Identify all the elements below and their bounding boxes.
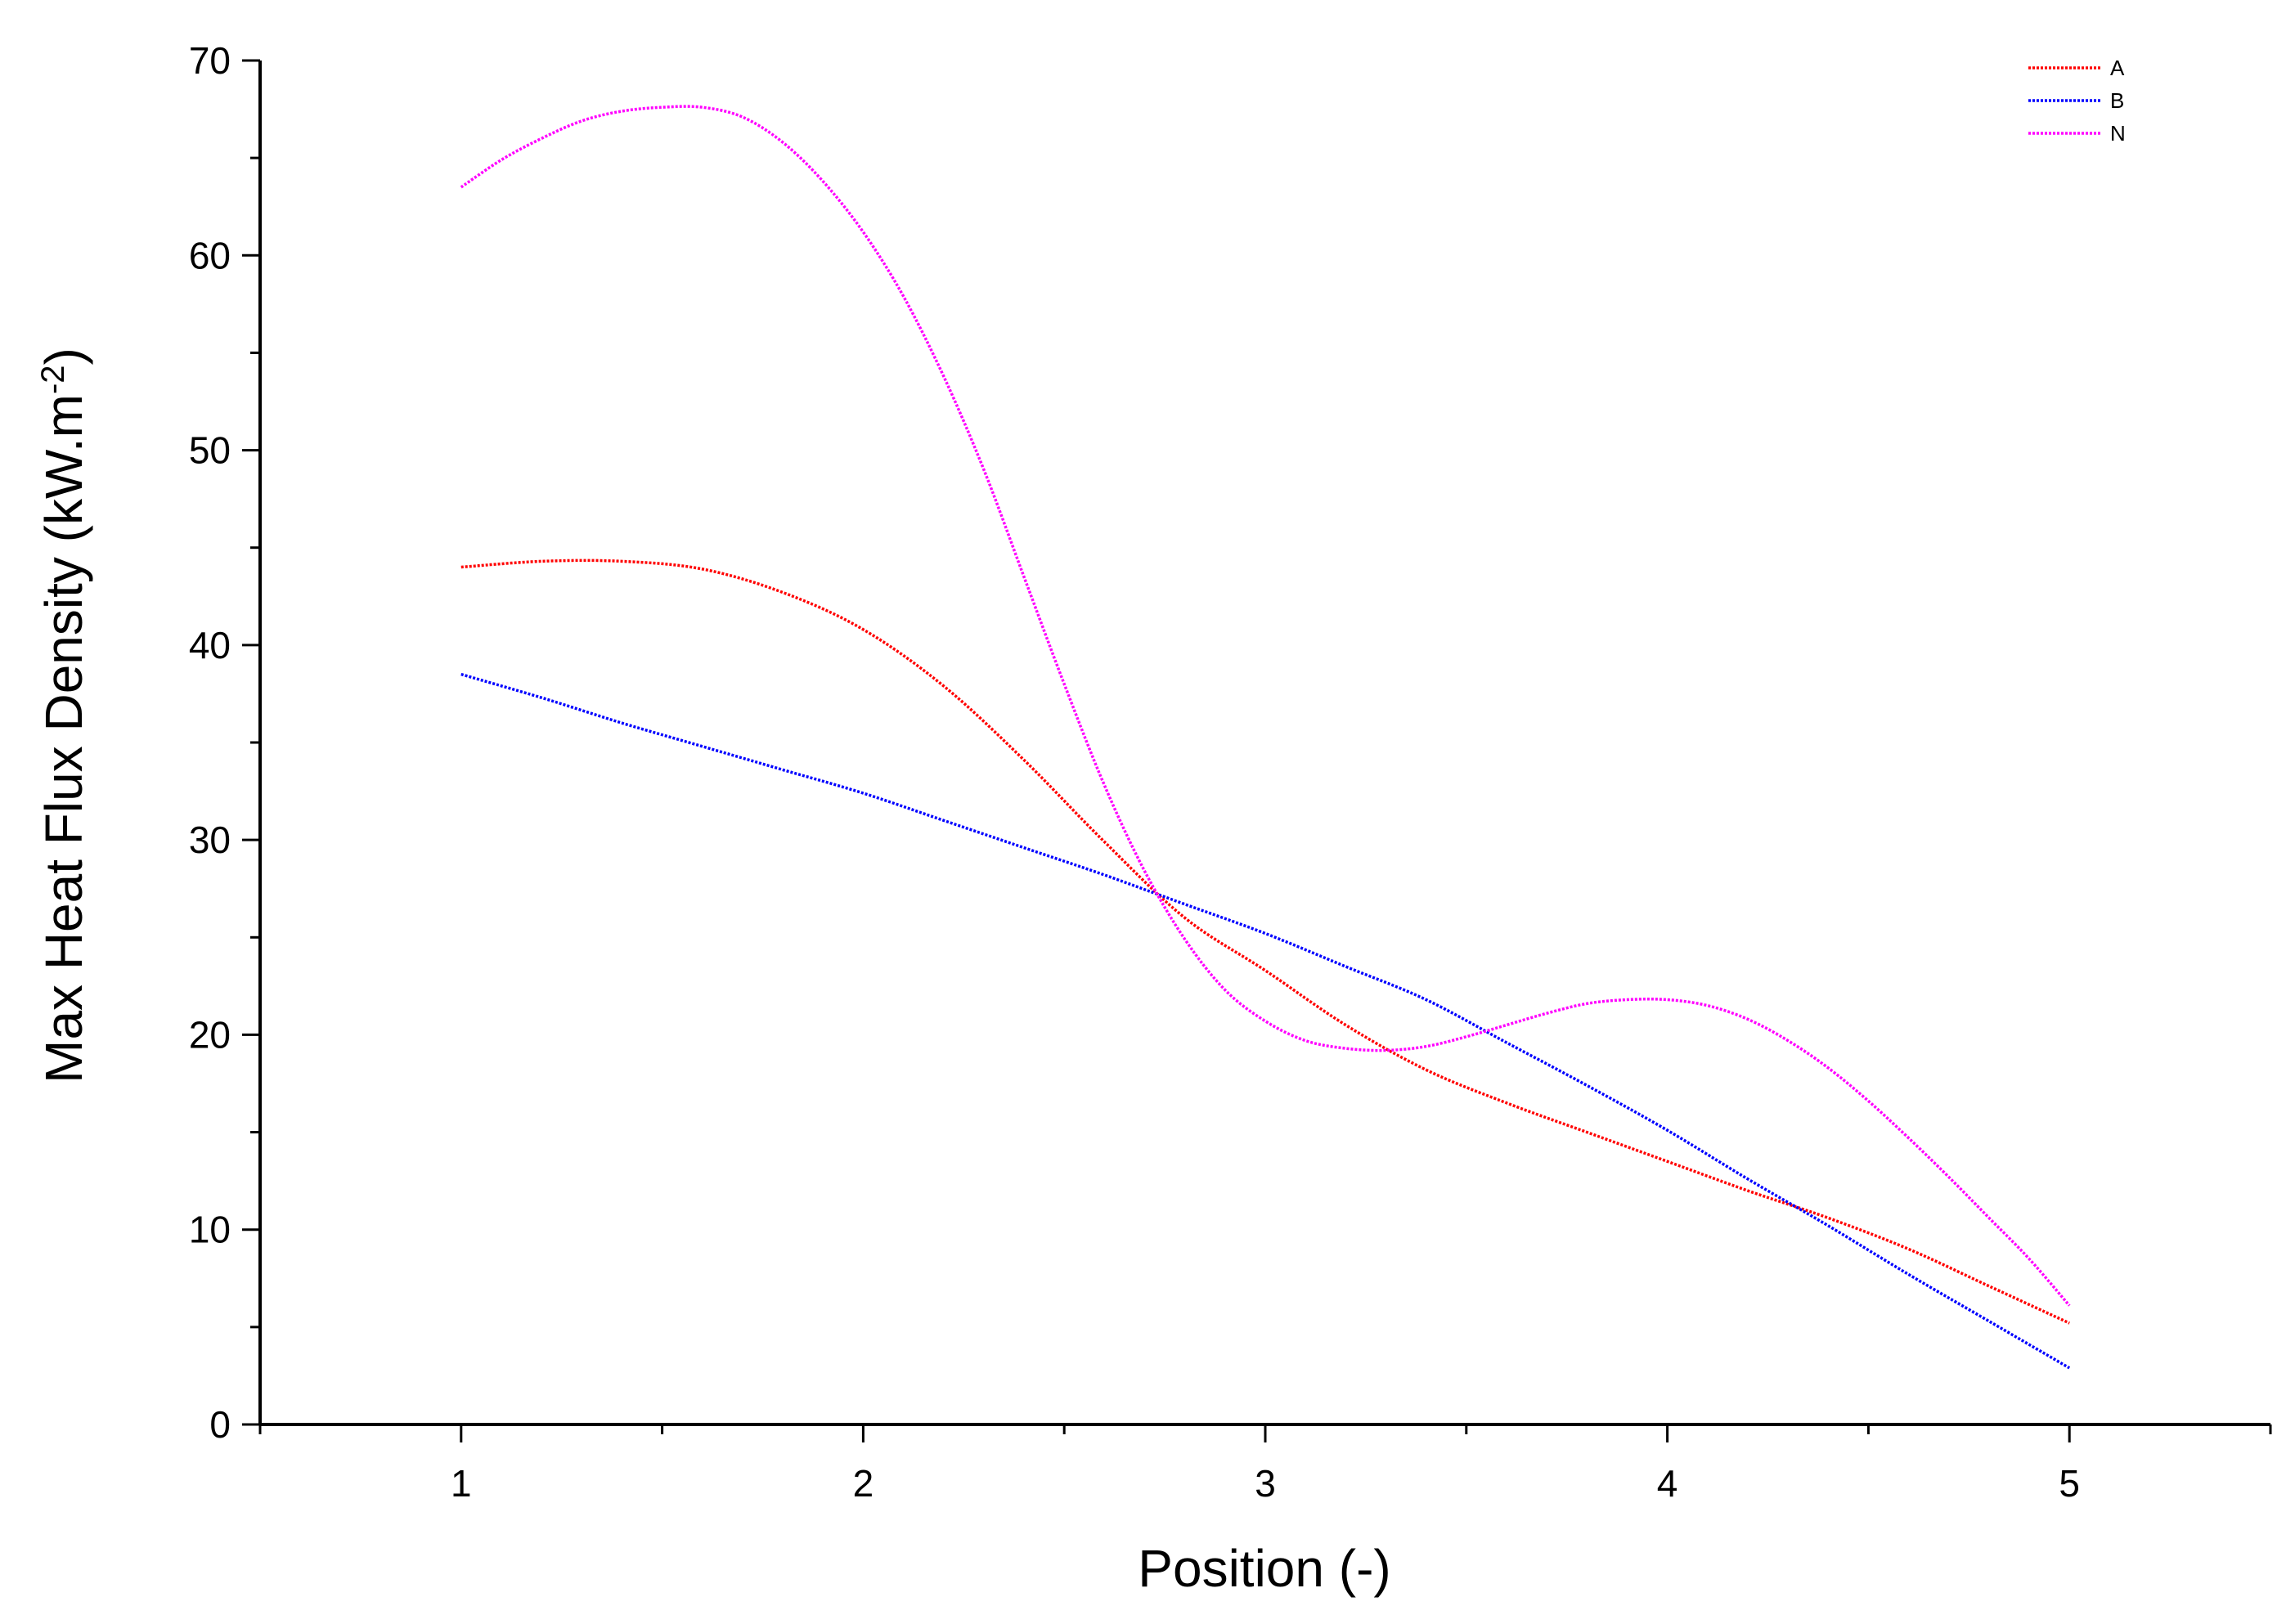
x-tick-label: 2 — [853, 1462, 874, 1505]
y-tick-label: 0 — [209, 1403, 231, 1446]
y-tick-label: 10 — [189, 1209, 231, 1251]
y-tick-label: 40 — [189, 624, 231, 666]
x-tick-label: 1 — [451, 1462, 472, 1505]
y-axis-title-main: Max Heat Flux Density (kW.m — [34, 394, 93, 1083]
x-tick-label: 3 — [1255, 1462, 1276, 1505]
legend-label-a: A — [2110, 56, 2125, 80]
x-tick-label: 4 — [1657, 1462, 1678, 1505]
y-tick-label: 70 — [189, 39, 231, 82]
plot-area — [460, 105, 2071, 1370]
legend: ABN — [2028, 56, 2126, 146]
legend-label-n: N — [2110, 121, 2126, 146]
series-line-a — [460, 559, 2070, 1325]
y-axis-title-superscript: -2 — [35, 365, 71, 394]
y-tick-label: 50 — [189, 429, 231, 472]
chart-axes: 0 10 20 30 40 50 60 70 1 2 3 4 5 — [189, 39, 2272, 1505]
y-axis-title-end: ) — [34, 348, 93, 365]
series-line-b — [460, 672, 2071, 1370]
x-axis-title: Position (-) — [1138, 1539, 1390, 1598]
series-line-n — [460, 105, 2071, 1307]
y-tick-label: 30 — [189, 819, 231, 861]
legend-label-b: B — [2110, 88, 2124, 113]
y-axis-title: Max Heat Flux Density (kW.m-2) — [34, 348, 93, 1083]
y-tick-label: 20 — [189, 1013, 231, 1056]
x-tick-label: 5 — [2059, 1462, 2080, 1505]
y-tick-label: 60 — [189, 234, 231, 276]
